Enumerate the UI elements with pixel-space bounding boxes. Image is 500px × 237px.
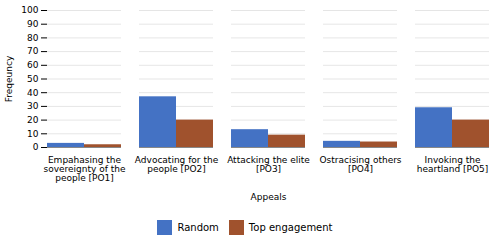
svg-text:Advocating for thepeople [PO2]: Advocating for thepeople [PO2] xyxy=(135,155,219,174)
svg-text:0: 0 xyxy=(33,142,39,152)
html-text:Top engagement: Top engagement xyxy=(248,222,333,233)
html-text:Random: Random xyxy=(177,222,219,233)
svg-text:Invoking theheartland [PO5]: Invoking theheartland [PO5] xyxy=(417,155,489,174)
svg-text:30: 30 xyxy=(27,101,39,111)
svg-text:Freqeuncy: Freqeuncy xyxy=(4,55,14,102)
svg-text:40: 40 xyxy=(27,88,39,98)
svg-text:20: 20 xyxy=(27,115,39,125)
svg-text:80: 80 xyxy=(27,33,39,43)
svg-text:10: 10 xyxy=(27,129,39,139)
svg-text:50: 50 xyxy=(27,74,39,84)
svg-text:90: 90 xyxy=(27,19,39,29)
svg-text:Attacking the elite[PO3]: Attacking the elite[PO3] xyxy=(227,155,310,174)
svg-text:70: 70 xyxy=(27,46,39,56)
svg-text:Ostracising others[PO4]: Ostracising others[PO4] xyxy=(319,155,401,174)
svg-text:100: 100 xyxy=(21,5,38,15)
svg-text:60: 60 xyxy=(27,60,39,70)
svg-text:Empahasing thesovereignty of t: Empahasing thesovereignty of thepeople [… xyxy=(43,155,126,183)
svg-text:Appeals: Appeals xyxy=(251,192,287,202)
